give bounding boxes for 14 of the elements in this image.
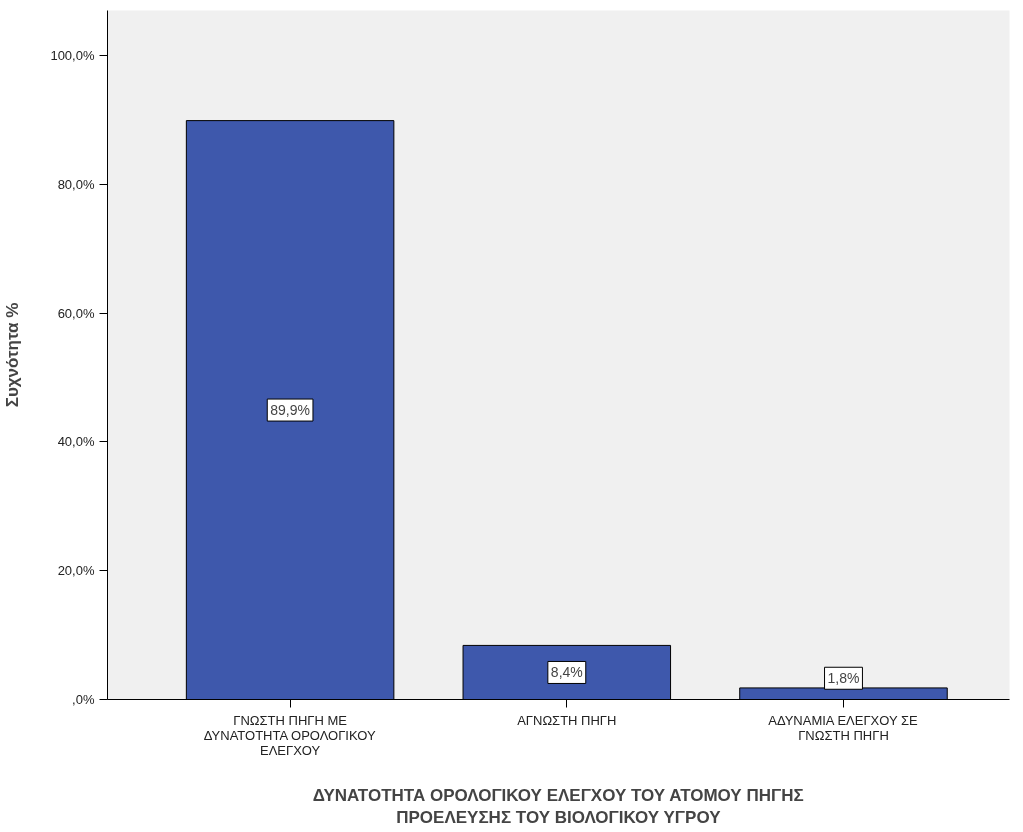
- x-tick-label: ΑΓΝΩΣΤΗ ΠΗΓΗ: [517, 712, 617, 728]
- y-tick-label: 60,0%: [57, 305, 95, 321]
- x-tick-label: ΓΝΩΣΤΗ ΠΗΓΗ ΜΕ ΔΥΝΑΤΟΤΗΤΑ ΟΡΟΛΟΓΙΚΟΥ ΕΛΕΓΧΟΥ: [203, 712, 376, 758]
- data-label: 8,4%: [550, 664, 583, 681]
- x-axis-title: ΔΥΝΑΤΟΤΗΤΑ ΟΡΟΛΟΓΙΚΟΥ ΕΛΕΓΧΟΥ ΤΟΥ ΑΤΟΜΟΥ ΠΗΓΗΣ ΠΡΟΕΛΕΥΣΗΣ ΤΟΥ ΒΙΟΛΟΓΙΚΟΥ ΥΓΡΟΥ: [312, 785, 804, 828]
- y-tick-label: 100,0%: [50, 48, 95, 64]
- y-tick-label: ,0%: [72, 692, 95, 707]
- y-tick-label: 20,0%: [57, 563, 95, 579]
- y-tick-label: 80,0%: [57, 176, 95, 192]
- data-label: 89,9%: [270, 402, 310, 419]
- y-axis-title: Συχνότητα %: [3, 302, 23, 408]
- x-tick-label: ΑΔΥΝΑΜΙΑ ΕΛΕΓΧΟΥ ΣΕ ΓΝΩΣΤΗ ΠΗΓΗ: [768, 712, 919, 743]
- y-tick-label: 40,0%: [57, 434, 95, 450]
- data-label: 1,8%: [827, 670, 860, 687]
